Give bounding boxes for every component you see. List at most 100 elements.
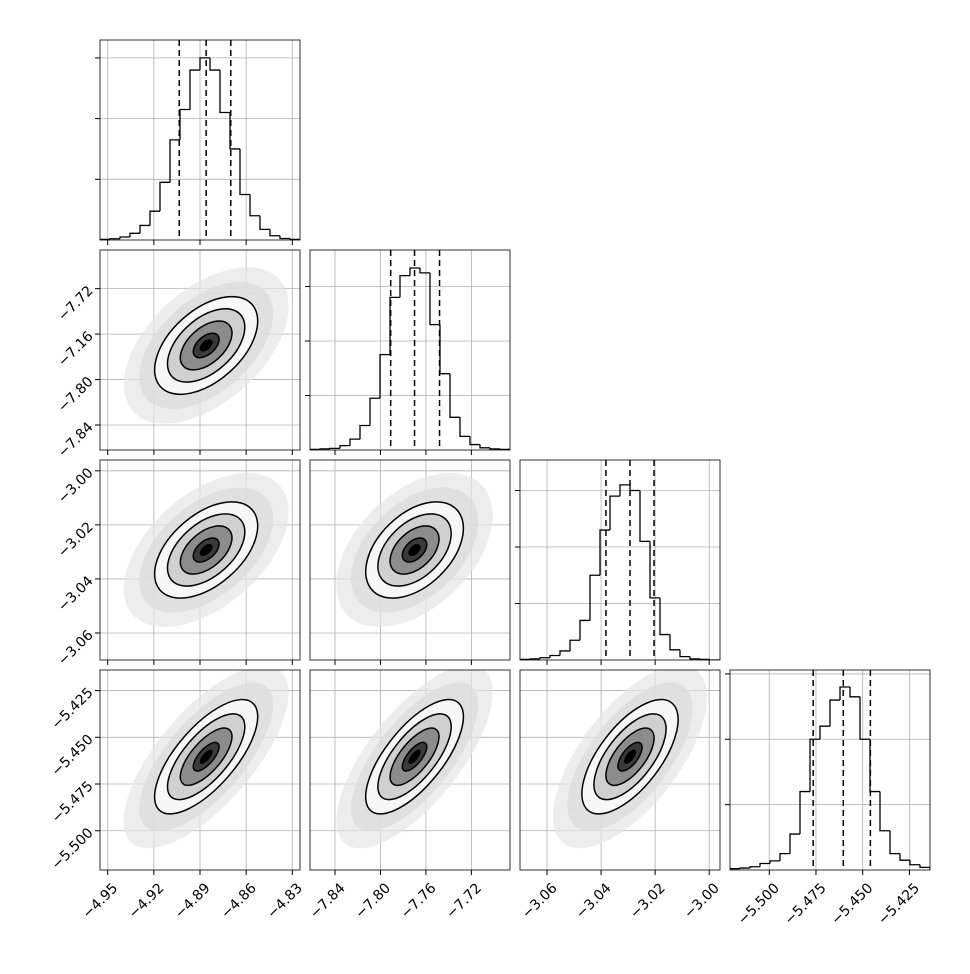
panel: −7.72−7.16−7.80−7.84 <box>55 249 301 461</box>
histogram-bin <box>449 373 460 418</box>
panel: −4.95 −4.92 −4.89 −4.86 −4.83−5.425−5.450−5.… <box>49 669 306 922</box>
histogram-bin <box>129 232 140 237</box>
contour <box>389 727 440 787</box>
histogram-bin <box>100 238 110 240</box>
contour <box>179 727 233 787</box>
y-tick-label: −7.80 <box>55 374 97 416</box>
histogram-bin <box>909 860 920 866</box>
histogram-bin <box>839 686 850 701</box>
histogram-bin <box>349 438 360 446</box>
histogram-bin <box>119 236 130 239</box>
contour <box>389 525 440 575</box>
panel-content <box>520 460 720 660</box>
histogram-bin <box>219 70 230 114</box>
histogram-bin <box>359 424 370 440</box>
histogram-bin <box>759 862 770 867</box>
histogram-bin <box>889 830 900 855</box>
density-shade <box>199 339 213 352</box>
panel <box>309 459 511 665</box>
histogram-bin <box>279 235 290 240</box>
y-tick-label: −5.425 <box>49 685 97 733</box>
y-tick-label: −5.475 <box>49 778 97 826</box>
histogram-bin <box>249 194 260 217</box>
histogram-bin <box>239 148 250 196</box>
contour <box>581 698 679 815</box>
histogram-bin <box>829 699 840 727</box>
panel-frame <box>309 669 511 871</box>
histogram-bin <box>899 853 910 861</box>
y-tick-label: −7.72 <box>55 283 97 325</box>
histogram-bin <box>149 210 160 226</box>
density-shade <box>408 749 421 764</box>
histogram-bin <box>319 448 330 450</box>
histogram-bin <box>879 791 890 832</box>
y-tick-label: −7.16 <box>55 328 97 370</box>
x-tick-label: −3.04 <box>573 880 615 922</box>
y-tick-label: −7.84 <box>55 419 97 461</box>
contour <box>166 713 246 801</box>
panel: −7.84 −7.80 −7.76 −7.72 <box>307 669 511 922</box>
histogram-bin <box>679 649 690 658</box>
histogram-bin <box>559 650 570 656</box>
histogram-bin <box>809 738 820 792</box>
histogram-bin <box>489 447 500 450</box>
contour <box>593 713 667 801</box>
y-tick-label: −3.06 <box>55 627 97 669</box>
contour <box>401 741 428 772</box>
histogram-bin <box>529 658 540 660</box>
histogram-bin <box>109 238 120 240</box>
histogram-bin <box>659 597 670 636</box>
panel-frame <box>519 669 721 871</box>
histogram-bin <box>479 444 490 449</box>
histogram-bin <box>649 541 660 599</box>
density-shade <box>408 543 421 557</box>
contour <box>192 332 220 359</box>
y-tick-label: −5.450 <box>49 732 97 780</box>
contour <box>605 727 655 787</box>
histogram-bin <box>139 224 150 234</box>
panel-frame <box>729 669 931 871</box>
contour <box>179 525 233 575</box>
histogram-bin <box>389 296 400 355</box>
histogram-bin <box>419 267 430 274</box>
histogram-bin <box>869 739 880 793</box>
histogram-bin <box>329 447 340 450</box>
panel-frame <box>99 39 301 241</box>
x-tick-label: −5.500 <box>735 880 783 928</box>
contour <box>179 320 233 371</box>
contour <box>364 501 465 599</box>
histogram-bin <box>399 274 410 298</box>
histogram-bin <box>199 57 210 71</box>
histogram-bin <box>769 860 780 864</box>
contour <box>377 713 452 801</box>
histogram-bin <box>749 866 760 869</box>
histogram-bin <box>819 725 830 740</box>
y-tick-label: −3.00 <box>55 465 97 507</box>
contour <box>166 308 246 383</box>
histogram-bin <box>369 397 380 426</box>
histogram-bin <box>459 417 470 438</box>
panel-content <box>100 460 300 660</box>
histogram-bin <box>789 833 800 854</box>
histogram-bin <box>289 238 300 240</box>
histogram-bin <box>859 696 870 740</box>
x-tick-label: −4.92 <box>126 880 168 922</box>
panel-content <box>310 670 510 870</box>
histogram-bin <box>379 353 390 399</box>
panel: −5.500−5.475−5.450−5.425 <box>725 669 931 928</box>
histogram-bin <box>439 324 450 375</box>
panel-content <box>520 670 720 870</box>
y-tick-label: −5.500 <box>49 825 97 873</box>
contour <box>153 501 259 599</box>
histogram-bin <box>269 229 280 237</box>
x-tick-label: −3.02 <box>627 880 669 922</box>
contour <box>401 537 428 563</box>
x-tick-label: −3.00 <box>681 880 723 922</box>
panel-content <box>100 250 300 450</box>
histogram-bin <box>499 448 510 450</box>
histogram-bin <box>609 495 620 531</box>
x-tick-label: −5.475 <box>782 880 830 928</box>
histogram-bin <box>159 181 170 212</box>
panel-content <box>310 460 510 660</box>
